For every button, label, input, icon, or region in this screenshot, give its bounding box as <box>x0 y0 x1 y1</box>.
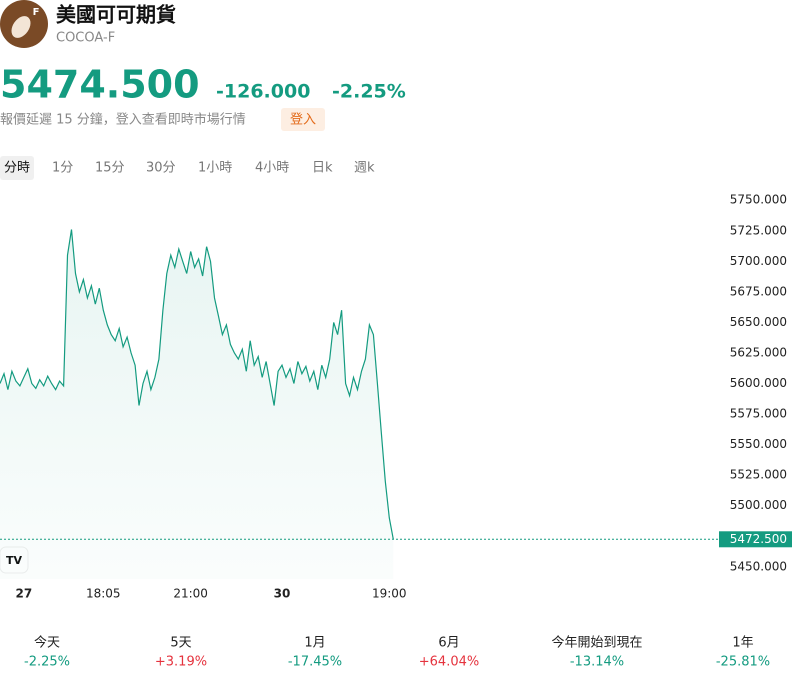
perf-label: 5天 <box>170 636 191 651</box>
x-tick-label: 21:00 <box>173 587 208 601</box>
perf-value: +3.19% <box>155 655 207 670</box>
last-price-box <box>719 531 792 548</box>
perf-value: -13.14% <box>570 655 624 670</box>
y-tick-label: 5700.000 <box>730 254 787 268</box>
change-pct: -2.25% <box>332 81 406 103</box>
perf-value: -17.45% <box>288 655 342 670</box>
perf-value: -25.81% <box>716 655 770 670</box>
icon-bean <box>11 16 31 38</box>
tab[interactable]: 15分 <box>95 161 125 176</box>
perf-value: -2.25% <box>24 655 70 670</box>
perf-label: 1月 <box>304 636 325 651</box>
x-tick-label: 18:05 <box>86 587 121 601</box>
price: 5474.500 <box>0 63 200 107</box>
x-tick-label: 19:00 <box>372 587 407 601</box>
y-tick-label: 5600.000 <box>730 376 787 390</box>
price-line <box>0 229 394 540</box>
y-tick-label: 5500.000 <box>730 498 787 512</box>
perf-label: 今天 <box>34 635 60 651</box>
login-button[interactable] <box>281 108 325 131</box>
perf-label: 6月 <box>438 636 459 651</box>
symbol: COCOA-F <box>56 31 115 46</box>
y-tick-label: 5575.000 <box>730 407 787 421</box>
y-tick-label: 5650.000 <box>730 315 787 329</box>
icon-letter: F <box>33 7 40 18</box>
tab[interactable]: 週k <box>354 161 375 176</box>
y-tick-label: 5750.000 <box>730 193 787 207</box>
last-price-label: 5472.500 <box>730 532 787 546</box>
y-tick-label: 5625.000 <box>730 345 787 359</box>
x-tick-label: 30 <box>274 587 291 601</box>
tab[interactable]: 4小時 <box>255 161 289 176</box>
title: 美國可可期貨 <box>56 3 176 27</box>
tab[interactable]: 分時 <box>4 161 30 176</box>
y-tick-label: 5450.000 <box>730 559 787 573</box>
tab[interactable]: 1分 <box>52 161 73 176</box>
delay-note: 報價延遲 15 分鐘，登入查看即時市場行情 <box>0 112 246 128</box>
change: -126.000 <box>216 81 310 103</box>
area <box>0 229 394 579</box>
y-tick-label: 5725.000 <box>730 223 787 237</box>
tab[interactable]: 1小時 <box>198 161 232 176</box>
perf-label: 1年 <box>732 636 753 651</box>
perf-label: 今年開始到現在 <box>551 635 642 651</box>
tab-selected-bg <box>0 156 35 180</box>
tab[interactable]: 日k <box>312 161 333 176</box>
perf-value: +64.04% <box>419 655 479 670</box>
tab[interactable]: 30分 <box>146 161 176 176</box>
login-text[interactable]: 登入 <box>290 113 316 128</box>
x-tick-label: 27 <box>15 587 32 601</box>
y-tick-label: 5675.000 <box>730 284 787 298</box>
y-tick-label: 5550.000 <box>730 437 787 451</box>
y-tick-label: 5525.000 <box>730 468 787 482</box>
